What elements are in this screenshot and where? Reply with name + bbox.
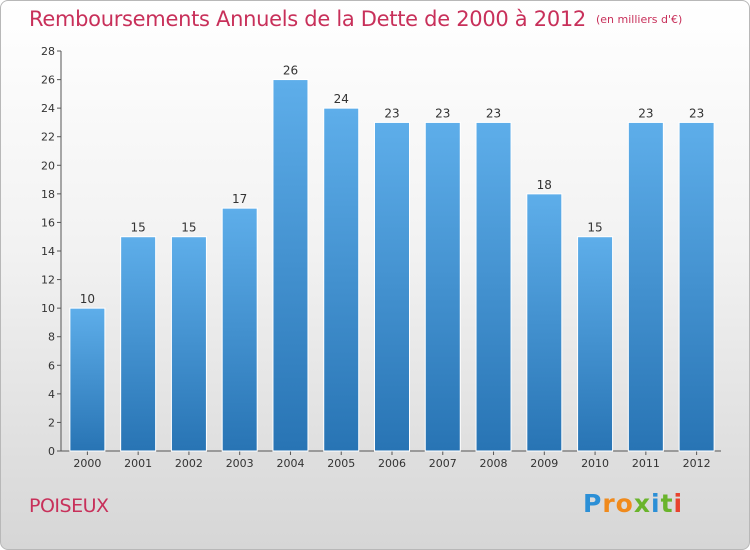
y-tick-label: 16 bbox=[41, 216, 55, 229]
logo-letter: r bbox=[602, 489, 616, 518]
bar-value-label: 17 bbox=[232, 192, 247, 206]
bar-value-label: 18 bbox=[537, 178, 552, 192]
y-tick-label: 24 bbox=[41, 102, 55, 115]
bar bbox=[374, 121, 410, 452]
y-tick-label: 10 bbox=[41, 302, 55, 315]
y-tick-label: 28 bbox=[41, 45, 55, 58]
bar bbox=[475, 121, 512, 452]
bar bbox=[120, 236, 157, 452]
bar-value-label: 26 bbox=[283, 64, 298, 78]
bar-value-label: 24 bbox=[334, 92, 349, 106]
logo-letter: o bbox=[615, 489, 634, 518]
x-tick-label: 2002 bbox=[175, 457, 203, 470]
bar bbox=[627, 121, 664, 452]
data-labels: 10 15 15 17 26 24 23 23 23 18 15 23 23 bbox=[80, 64, 705, 307]
bar bbox=[577, 236, 614, 452]
y-tick-label: 20 bbox=[41, 159, 55, 172]
y-tick-label: 6 bbox=[48, 359, 55, 372]
bar bbox=[424, 121, 461, 452]
x-tick-label: 2004 bbox=[276, 457, 304, 470]
bar bbox=[221, 207, 258, 452]
bar bbox=[323, 107, 360, 452]
bar-value-label: 23 bbox=[384, 106, 399, 120]
x-tick-label: 2012 bbox=[683, 457, 711, 470]
logo-letter: t bbox=[660, 489, 674, 518]
x-tick-label: 2009 bbox=[530, 457, 558, 470]
x-tick-label: 2001 bbox=[124, 457, 152, 470]
logo-letter: x bbox=[633, 489, 651, 518]
bar-value-label: 15 bbox=[181, 221, 196, 235]
bar-value-label: 23 bbox=[689, 106, 704, 120]
x-tick-label: 2000 bbox=[73, 457, 101, 470]
place-name: POISEUX bbox=[29, 495, 109, 517]
bar bbox=[678, 121, 715, 452]
y-tick-label: 8 bbox=[48, 331, 55, 344]
y-tick-label: 14 bbox=[41, 245, 55, 258]
chart-title-text: Remboursements Annuels de la Dette de 20… bbox=[29, 7, 586, 31]
x-tick-label: 2008 bbox=[480, 457, 508, 470]
y-tick-label: 4 bbox=[48, 388, 55, 401]
x-tick-label: 2003 bbox=[226, 457, 254, 470]
chart-unit: (en milliers d'€) bbox=[596, 13, 683, 26]
chart-title: Remboursements Annuels de la Dette de 20… bbox=[29, 7, 682, 31]
y-tick-label: 0 bbox=[48, 445, 55, 458]
bar-value-label: 15 bbox=[131, 221, 146, 235]
y-tick-label: 26 bbox=[41, 74, 55, 87]
bar bbox=[69, 307, 106, 452]
bar bbox=[170, 236, 207, 452]
bars bbox=[69, 79, 715, 452]
x-tick-label: 2011 bbox=[632, 457, 660, 470]
x-tick-label: 2010 bbox=[581, 457, 609, 470]
bar-value-label: 10 bbox=[80, 292, 95, 306]
bar-value-label: 15 bbox=[587, 221, 602, 235]
y-tick-label: 18 bbox=[41, 188, 55, 201]
logo-letter: i bbox=[673, 489, 684, 518]
bar-value-label: 23 bbox=[486, 106, 501, 120]
y-tick-label: 22 bbox=[41, 131, 55, 144]
x-tick-label: 2007 bbox=[429, 457, 457, 470]
bar bbox=[272, 79, 309, 452]
proxiti-logo: Proxiti bbox=[583, 489, 683, 518]
y-tick-label: 12 bbox=[41, 274, 55, 287]
x-tick-label: 2006 bbox=[378, 457, 406, 470]
x-tick-label: 2005 bbox=[327, 457, 355, 470]
bar-value-label: 23 bbox=[435, 106, 450, 120]
logo-letter: P bbox=[583, 489, 603, 518]
bar bbox=[526, 193, 563, 452]
y-tick-label: 2 bbox=[48, 416, 55, 429]
bar-value-label: 23 bbox=[638, 106, 653, 120]
logo-letter: i bbox=[651, 489, 661, 518]
